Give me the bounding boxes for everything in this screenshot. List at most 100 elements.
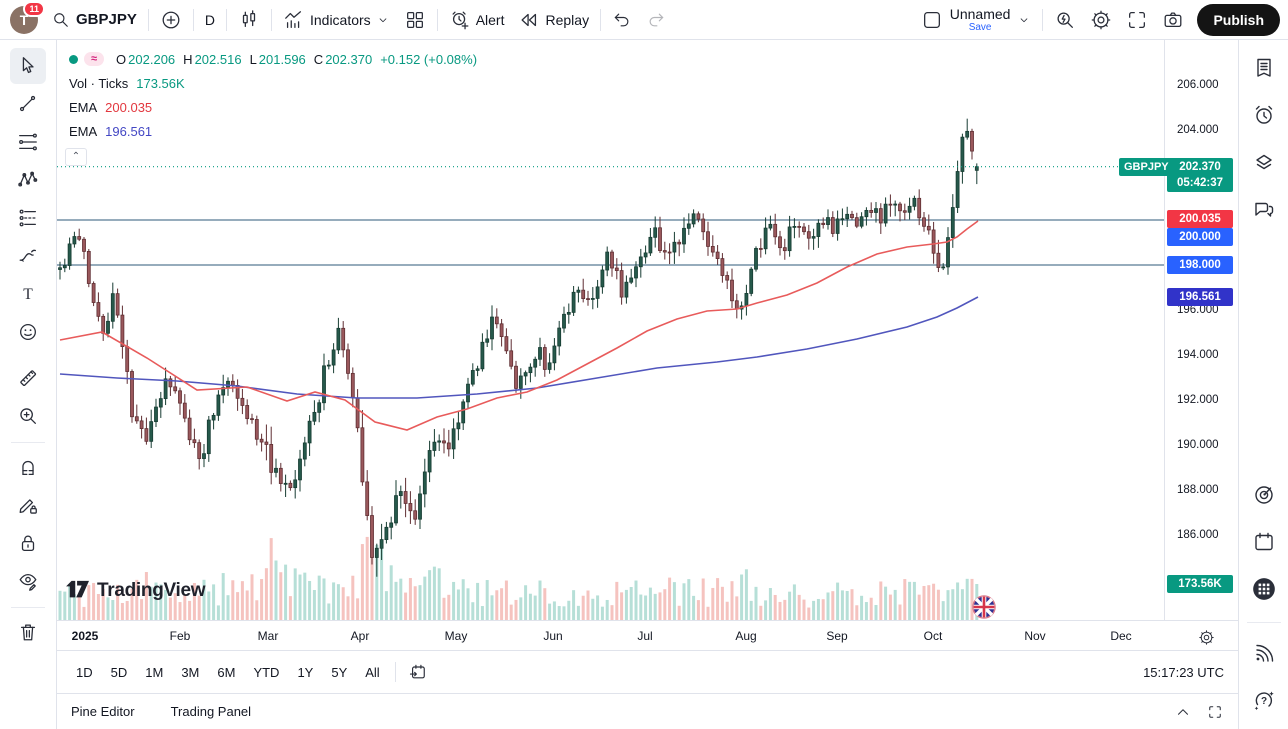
grid-icon <box>406 11 423 28</box>
alarm-clock-icon <box>1255 105 1272 124</box>
measure-tool-button[interactable] <box>10 360 46 396</box>
chat-button[interactable] <box>1246 191 1282 227</box>
lock-drawings-button[interactable] <box>10 525 46 561</box>
data-feed-button[interactable] <box>1246 635 1282 671</box>
apps-menu-button[interactable] <box>1246 571 1282 607</box>
snapshot-button[interactable] <box>1155 5 1191 35</box>
replay-label: Replay <box>545 11 590 28</box>
timeframe-1d[interactable]: 1D <box>67 660 102 685</box>
user-avatar[interactable]: T 11 <box>10 0 45 34</box>
indicators-button[interactable]: Indicators <box>276 5 397 35</box>
brush-tool-button[interactable] <box>10 238 46 274</box>
replay-button[interactable]: Replay <box>511 5 596 35</box>
trash-icon <box>20 624 36 641</box>
layout-grid-button[interactable] <box>397 5 433 35</box>
remove-drawings-button[interactable] <box>10 614 46 650</box>
approx-data-badge[interactable]: ≈ <box>84 52 105 66</box>
timeframe-1y[interactable]: 1Y <box>288 660 322 685</box>
publish-button[interactable]: Publish <box>1197 3 1280 36</box>
camera-icon <box>1165 11 1182 27</box>
open-value: 202.206 <box>128 51 176 67</box>
time-axis[interactable]: 2025 Feb Mar Apr May Jun Jul Aug Sep Oct Nov Dec <box>57 621 1238 651</box>
watchlist-button[interactable] <box>1246 50 1282 86</box>
volume-value-badge: 173.56K <box>1167 575 1233 593</box>
ruler-icon <box>20 370 37 387</box>
axis-settings-button[interactable] <box>1195 626 1217 648</box>
object-tree-button[interactable] <box>1246 144 1282 180</box>
drawing-mode-button[interactable] <box>10 487 46 523</box>
divider <box>1246 622 1281 623</box>
calendar-button[interactable] <box>1246 524 1282 560</box>
symbol-name: GBPJPY <box>76 11 137 28</box>
price-tick: 196.000 <box>1177 304 1219 316</box>
cursor-tool-button[interactable] <box>10 48 46 84</box>
maximize-icon <box>1209 705 1221 718</box>
pattern-tool-button[interactable] <box>10 162 46 198</box>
timeframe-5y[interactable]: 5Y <box>322 660 356 685</box>
settings-button[interactable] <box>1083 5 1119 35</box>
clock-utc[interactable]: 15:17:23 UTC <box>1143 664 1224 680</box>
time-tick: Apr <box>350 629 370 643</box>
chart-style-button[interactable] <box>231 5 267 35</box>
alert-button[interactable]: Alert <box>442 5 512 35</box>
low-value: 201.596 <box>258 51 306 67</box>
legend-ema-fast-row[interactable]: EMA 200.035 <box>65 96 477 118</box>
low-label: L <box>249 51 257 67</box>
price-tick: 190.000 <box>1177 439 1219 451</box>
symbol-search-button[interactable]: GBPJPY <box>44 6 144 34</box>
legend-ema-slow-row[interactable]: EMA 196.561 <box>65 120 477 142</box>
chart-canvas[interactable]: ≈ O 202.206 H 202.516 L 201.596 C 202.370 +0… <box>57 40 1238 621</box>
candles-icon <box>242 9 256 27</box>
timeframe-5d[interactable]: 5D <box>102 660 137 685</box>
time-tick: Mar <box>257 629 279 643</box>
timeframe-3m[interactable]: 3M <box>172 660 208 685</box>
time-tick: 2025 <box>71 629 99 643</box>
trend-line-tool-button[interactable] <box>10 86 46 122</box>
legend-volume-row[interactable]: Vol · Ticks 173.56K <box>65 72 477 94</box>
screener-button[interactable] <box>1246 477 1282 513</box>
legend-collapse-button[interactable]: ⌃ <box>65 148 87 166</box>
fullscreen-button[interactable] <box>1119 5 1155 35</box>
redo-button[interactable] <box>639 6 673 34</box>
divider <box>1042 8 1044 31</box>
chevron-up-icon <box>1177 708 1189 715</box>
compare-add-button[interactable] <box>153 5 189 35</box>
help-button[interactable]: ? <box>1246 682 1282 718</box>
magnet-mode-button[interactable] <box>10 449 46 485</box>
save-link[interactable]: Save <box>968 21 992 33</box>
timeframe-all[interactable]: All <box>356 660 388 685</box>
go-to-date-button[interactable] <box>402 659 434 685</box>
collapse-panel-button[interactable] <box>1174 703 1192 721</box>
trend-line-icon <box>19 95 36 112</box>
legend-series-row[interactable]: ≈ O 202.206 H 202.516 L 201.596 C 202.370 +0… <box>65 48 477 70</box>
pine-editor-tab[interactable]: Pine Editor <box>71 704 135 719</box>
text-tool-button[interactable]: T <box>10 276 46 312</box>
undo-button[interactable] <box>605 6 639 34</box>
maximize-panel-button[interactable] <box>1206 703 1224 721</box>
timeframe-ytd[interactable]: YTD <box>244 660 288 685</box>
level-price-badge: 200.000 <box>1167 228 1233 247</box>
time-tick: Feb <box>169 629 191 643</box>
axis-separator <box>1164 40 1165 621</box>
layout-select-button[interactable]: Unnamed Save <box>914 3 1039 37</box>
fullscreen-icon <box>1129 11 1146 28</box>
hide-drawings-button[interactable] <box>10 563 46 599</box>
zoom-in-tool-button[interactable] <box>10 398 46 434</box>
quick-search-button[interactable] <box>1047 5 1083 35</box>
time-tick: Sep <box>826 629 848 643</box>
level-price-badge: 198.000 <box>1167 256 1233 274</box>
zoom-in-icon <box>20 408 36 424</box>
search-icon <box>54 12 68 27</box>
trading-panel-tab[interactable]: Trading Panel <box>170 704 252 719</box>
interval-button[interactable]: D <box>198 8 222 32</box>
fib-retracement-tool-button[interactable] <box>10 124 46 160</box>
timeframe-6m[interactable]: 6M <box>208 660 244 685</box>
notification-badge: 11 <box>23 0 45 17</box>
projection-tool-button[interactable] <box>10 200 46 236</box>
emoji-tool-button[interactable] <box>10 314 46 350</box>
pencil-lock-icon <box>19 499 37 514</box>
price-axis[interactable]: 206.000 204.000 196.000 194.000 192.000 190.0… <box>1165 40 1238 621</box>
timeframe-1m[interactable]: 1M <box>136 660 172 685</box>
alerts-panel-button[interactable] <box>1246 97 1282 133</box>
